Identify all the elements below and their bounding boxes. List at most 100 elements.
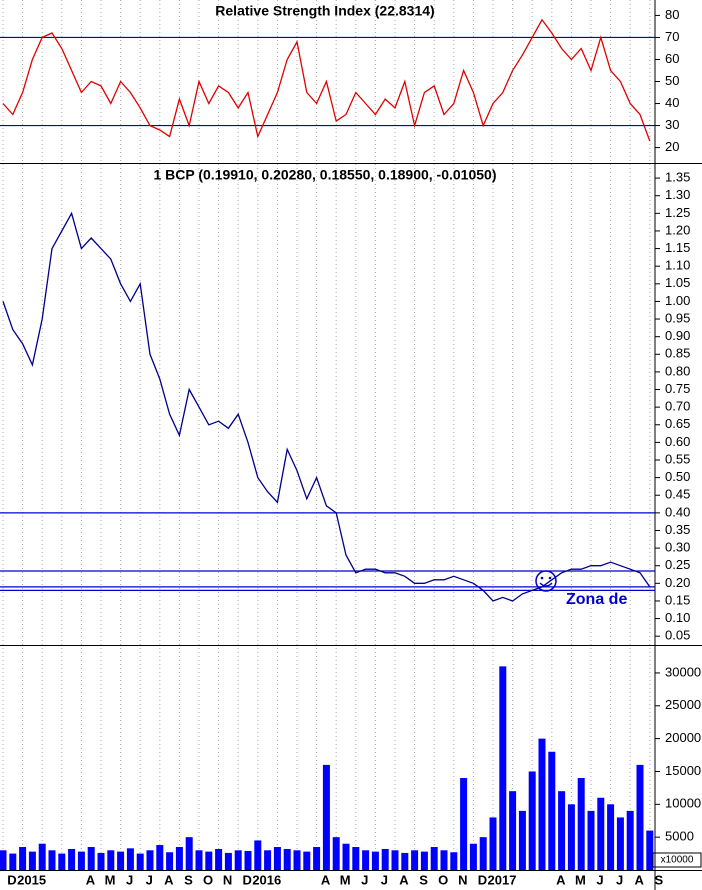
x-tick-label: 2017	[488, 872, 517, 887]
volume-bar	[509, 791, 517, 870]
volume-bar	[479, 837, 487, 870]
y-tick-label: 1.00	[665, 293, 690, 308]
axes: Relative Strength Index (22.8314) 20 30 40 5…	[7, 3, 702, 887]
volume-bar	[597, 797, 605, 870]
volume-bar	[538, 738, 546, 870]
grid-layer	[2, 0, 651, 870]
x-tick-label: J	[361, 872, 368, 887]
x-tick-label: J	[596, 872, 603, 887]
volume-bar	[381, 848, 389, 870]
volume-bar	[293, 850, 301, 870]
volume-bar	[401, 852, 409, 870]
y-tick-label: 10000	[665, 796, 701, 811]
volume-bar	[460, 778, 468, 870]
x-tick-label: A	[321, 872, 331, 887]
unit-label: x10000	[661, 855, 694, 866]
volume-bar	[626, 810, 634, 870]
x-tick-label: A	[556, 872, 566, 887]
plot-area	[0, 18, 655, 870]
y-tick-label: 0.50	[665, 469, 690, 484]
y-tick-label: 1.15	[665, 240, 690, 255]
volume-bar	[528, 771, 536, 870]
x-tick-label: A	[164, 872, 174, 887]
x-tick-label: O	[203, 872, 213, 887]
y-tick-label: 0.25	[665, 557, 690, 572]
line-series	[2, 18, 651, 142]
volume-bar	[185, 837, 193, 870]
unit-label-box	[652, 852, 702, 868]
y-tick-label: 30000	[665, 664, 701, 679]
annotation: Zona de	[566, 591, 627, 608]
volume-bar	[548, 751, 556, 870]
y-tick-label: 1.10	[665, 258, 690, 273]
volume-bar	[264, 850, 272, 870]
y-tick-label: 60	[665, 51, 679, 66]
chart-title: 1 BCP (0.19910, 0.20280, 0.18550, 0.1890…	[153, 167, 496, 183]
volume-bar	[430, 847, 438, 870]
y-tick-label: 0.90	[665, 328, 690, 343]
volume-bar	[636, 764, 644, 870]
chart-title: Relative Strength Index (22.8314)	[215, 3, 434, 19]
volume-bar	[28, 851, 36, 870]
volume-bar	[362, 850, 370, 870]
volume-bar	[371, 851, 379, 870]
y-tick-label: 0.45	[665, 487, 690, 502]
y-tick-label: 40	[665, 95, 679, 110]
x-tick-label: S	[184, 872, 193, 887]
volume-bar	[77, 851, 85, 870]
volume-bar	[195, 850, 203, 870]
x-tick-label: 2016	[252, 872, 281, 887]
y-tick-label: 80	[665, 7, 679, 22]
x-tick-label: O	[438, 872, 448, 887]
line-series	[2, 211, 651, 602]
x-tick-label: A	[399, 872, 409, 887]
y-tick-label: 1.05	[665, 275, 690, 290]
y-tick-label: 0.75	[665, 381, 690, 396]
y-tick-label: 15000	[665, 763, 701, 778]
volume-bar	[224, 852, 232, 870]
volume-bar	[107, 850, 115, 870]
x-tick-label: D	[243, 872, 252, 887]
smiley-mouth	[539, 582, 553, 587]
y-tick-label: 20000	[665, 730, 701, 745]
y-tick-label: 0.15	[665, 592, 690, 607]
volume-bar	[391, 850, 399, 870]
y-tick-label: 0.20	[665, 575, 690, 590]
volume-bar	[440, 850, 448, 870]
volume-bar	[215, 848, 223, 870]
x-tick-label: M	[105, 872, 116, 887]
y-tick-label: 0.05	[665, 628, 690, 643]
volume-bar	[646, 830, 654, 870]
y-tick-label: 25000	[665, 697, 701, 712]
volume-bar	[518, 810, 526, 870]
volume-bar	[19, 847, 27, 870]
y-tick-label: 0.70	[665, 399, 690, 414]
volume-bar	[136, 853, 144, 870]
x-tick-label: D	[7, 872, 16, 887]
y-tick-label: 0.80	[665, 363, 690, 378]
y-tick-label: 0.65	[665, 416, 690, 431]
volume-bar	[450, 852, 458, 870]
x-tick-label: N	[223, 872, 232, 887]
volume-bar	[342, 843, 350, 870]
x-tick-label: N	[458, 872, 467, 887]
volume-bar	[303, 851, 311, 870]
volume-bar	[126, 848, 134, 870]
y-tick-label: 1.35	[665, 170, 690, 185]
volume-bar	[234, 850, 242, 870]
y-tick-label: 0.55	[665, 451, 690, 466]
x-tick-label: M	[575, 872, 586, 887]
volume-bar	[9, 853, 17, 870]
volume-bar	[283, 848, 291, 870]
y-tick-label: 70	[665, 29, 679, 44]
y-tick-label: 0.95	[665, 310, 690, 325]
y-tick-label: 0.60	[665, 434, 690, 449]
volume-bar	[273, 847, 281, 870]
y-tick-label: 30	[665, 117, 679, 132]
volume-bar	[469, 843, 477, 870]
volume-bar	[97, 852, 105, 870]
y-tick-label: 20	[665, 139, 679, 154]
smiley-eye	[540, 576, 544, 580]
volume-bar	[332, 837, 340, 870]
